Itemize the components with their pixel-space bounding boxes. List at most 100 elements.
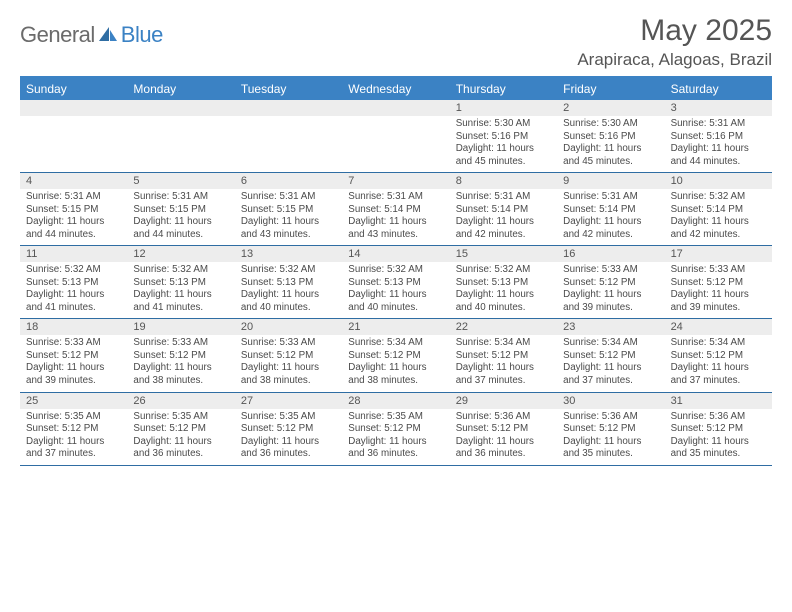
day-cell: 30Sunrise: 5:36 AMSunset: 5:12 PMDayligh… (557, 393, 664, 465)
sunset-text: Sunset: 5:12 PM (456, 423, 551, 436)
daylight-text: Daylight: 11 hours and 36 minutes. (456, 436, 551, 461)
logo-text-blue: Blue (121, 22, 163, 48)
day-cell: 8Sunrise: 5:31 AMSunset: 5:14 PMDaylight… (450, 173, 557, 245)
dow-monday: Monday (127, 78, 234, 100)
day-cell (235, 100, 342, 172)
week-row: 1 Sunrise: 5:30 AM Sunset: 5:16 PM Daylight… (20, 100, 772, 173)
day-body: Sunrise: 5:33 AMSunset: 5:12 PMDaylight:… (20, 335, 127, 391)
day-number: 20 (235, 319, 342, 335)
sunrise-text: Sunrise: 5:33 AM (26, 337, 121, 350)
day-number: 16 (557, 246, 664, 262)
day-body: Sunrise: 5:32 AMSunset: 5:13 PMDaylight:… (20, 262, 127, 318)
day-number: 24 (665, 319, 772, 335)
sunset-text: Sunset: 5:13 PM (456, 277, 551, 290)
dow-thursday: Thursday (450, 78, 557, 100)
day-number: 22 (450, 319, 557, 335)
day-number: 26 (127, 393, 234, 409)
day-number: 13 (235, 246, 342, 262)
dow-friday: Friday (557, 78, 664, 100)
day-body: Sunrise: 5:33 AMSunset: 5:12 PMDaylight:… (127, 335, 234, 391)
day-cell: 28Sunrise: 5:35 AMSunset: 5:12 PMDayligh… (342, 393, 449, 465)
day-body: Sunrise: 5:32 AMSunset: 5:13 PMDaylight:… (235, 262, 342, 318)
header: General Blue May 2025 Arapiraca, Alagoas… (20, 14, 772, 70)
day-body (342, 116, 449, 172)
day-body: Sunrise: 5:31 AMSunset: 5:15 PMDaylight:… (20, 189, 127, 245)
day-cell: 29Sunrise: 5:36 AMSunset: 5:12 PMDayligh… (450, 393, 557, 465)
daylight-text: Daylight: 11 hours and 38 minutes. (348, 362, 443, 387)
sunset-text: Sunset: 5:13 PM (348, 277, 443, 290)
sunset-text: Sunset: 5:12 PM (348, 350, 443, 363)
day-body: Sunrise: 5:36 AMSunset: 5:12 PMDaylight:… (665, 409, 772, 465)
day-cell: 2Sunrise: 5:30 AMSunset: 5:16 PMDaylight… (557, 100, 664, 172)
daylight-text: Daylight: 11 hours and 44 minutes. (26, 216, 121, 241)
sunset-text: Sunset: 5:12 PM (563, 350, 658, 363)
sunrise-text: Sunrise: 5:31 AM (133, 191, 228, 204)
day-cell: 26Sunrise: 5:35 AMSunset: 5:12 PMDayligh… (127, 393, 234, 465)
sunset-text: Sunset: 5:12 PM (671, 277, 766, 290)
day-cell: 19Sunrise: 5:33 AMSunset: 5:12 PMDayligh… (127, 319, 234, 391)
day-cell: 17Sunrise: 5:33 AMSunset: 5:12 PMDayligh… (665, 246, 772, 318)
daylight-text: Daylight: 11 hours and 40 minutes. (241, 289, 336, 314)
sunrise-text: Sunrise: 5:32 AM (456, 264, 551, 277)
day-number: 30 (557, 393, 664, 409)
day-number: 5 (127, 173, 234, 189)
sunset-text: Sunset: 5:12 PM (671, 423, 766, 436)
day-body: Sunrise: 5:36 AMSunset: 5:12 PMDaylight:… (450, 409, 557, 465)
day-number (127, 100, 234, 116)
sunset-text: Sunset: 5:15 PM (133, 204, 228, 217)
sunset-text: Sunset: 5:16 PM (456, 131, 551, 144)
week-row: 18Sunrise: 5:33 AMSunset: 5:12 PMDayligh… (20, 319, 772, 392)
sunrise-text: Sunrise: 5:35 AM (26, 411, 121, 424)
day-number: 19 (127, 319, 234, 335)
day-number: 2 (557, 100, 664, 116)
day-cell: 21Sunrise: 5:34 AMSunset: 5:12 PMDayligh… (342, 319, 449, 391)
sunset-text: Sunset: 5:12 PM (26, 423, 121, 436)
day-body: Sunrise: 5:32 AMSunset: 5:13 PMDaylight:… (127, 262, 234, 318)
day-number: 14 (342, 246, 449, 262)
sunrise-text: Sunrise: 5:34 AM (671, 337, 766, 350)
daylight-text: Daylight: 11 hours and 43 minutes. (241, 216, 336, 241)
sunrise-text: Sunrise: 5:32 AM (133, 264, 228, 277)
day-number: 1 (450, 100, 557, 116)
day-cell: 11Sunrise: 5:32 AMSunset: 5:13 PMDayligh… (20, 246, 127, 318)
day-body: Sunrise: 5:36 AMSunset: 5:12 PMDaylight:… (557, 409, 664, 465)
day-number: 11 (20, 246, 127, 262)
sunset-text: Sunset: 5:12 PM (563, 423, 658, 436)
day-number: 9 (557, 173, 664, 189)
daylight-text: Daylight: 11 hours and 45 minutes. (563, 143, 658, 168)
day-cell: 9Sunrise: 5:31 AMSunset: 5:14 PMDaylight… (557, 173, 664, 245)
day-body: Sunrise: 5:32 AMSunset: 5:14 PMDaylight:… (665, 189, 772, 245)
sunset-text: Sunset: 5:14 PM (563, 204, 658, 217)
day-body: Sunrise: 5:35 AMSunset: 5:12 PMDaylight:… (127, 409, 234, 465)
sunrise-text: Sunrise: 5:33 AM (241, 337, 336, 350)
day-body: Sunrise: 5:31 AMSunset: 5:14 PMDaylight:… (342, 189, 449, 245)
day-number: 27 (235, 393, 342, 409)
logo-text-general: General (20, 22, 95, 48)
sunset-text: Sunset: 5:12 PM (348, 423, 443, 436)
weeks-container: 1 Sunrise: 5:30 AM Sunset: 5:16 PM Daylight… (20, 100, 772, 466)
day-body: Sunrise: 5:33 AMSunset: 5:12 PMDaylight:… (235, 335, 342, 391)
sunrise-text: Sunrise: 5:30 AM (563, 118, 658, 131)
sunrise-text: Sunrise: 5:35 AM (348, 411, 443, 424)
day-number (20, 100, 127, 116)
location: Arapiraca, Alagoas, Brazil (577, 50, 772, 70)
day-body: Sunrise: 5:31 AMSunset: 5:14 PMDaylight:… (450, 189, 557, 245)
daylight-text: Daylight: 11 hours and 44 minutes. (671, 143, 766, 168)
daylight-text: Daylight: 11 hours and 42 minutes. (563, 216, 658, 241)
day-body: Sunrise: 5:32 AMSunset: 5:13 PMDaylight:… (342, 262, 449, 318)
day-number: 23 (557, 319, 664, 335)
day-cell: 10Sunrise: 5:32 AMSunset: 5:14 PMDayligh… (665, 173, 772, 245)
sunrise-text: Sunrise: 5:36 AM (563, 411, 658, 424)
sunset-text: Sunset: 5:12 PM (241, 423, 336, 436)
sunset-text: Sunset: 5:12 PM (26, 350, 121, 363)
day-cell: 22Sunrise: 5:34 AMSunset: 5:12 PMDayligh… (450, 319, 557, 391)
daylight-text: Daylight: 11 hours and 39 minutes. (26, 362, 121, 387)
day-body: Sunrise: 5:31 AMSunset: 5:16 PMDaylight:… (665, 116, 772, 172)
sunrise-text: Sunrise: 5:34 AM (456, 337, 551, 350)
month-title: May 2025 (577, 14, 772, 48)
sunrise-text: Sunrise: 5:36 AM (671, 411, 766, 424)
sunrise-text: Sunrise: 5:33 AM (133, 337, 228, 350)
sunset-text: Sunset: 5:12 PM (241, 350, 336, 363)
sunset-text: Sunset: 5:13 PM (241, 277, 336, 290)
sunrise-text: Sunrise: 5:31 AM (671, 118, 766, 131)
